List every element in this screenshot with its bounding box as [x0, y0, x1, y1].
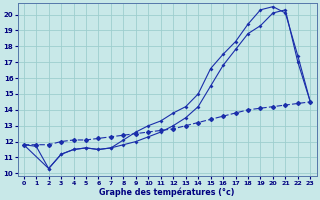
X-axis label: Graphe des températures (°c): Graphe des températures (°c) [99, 187, 235, 197]
